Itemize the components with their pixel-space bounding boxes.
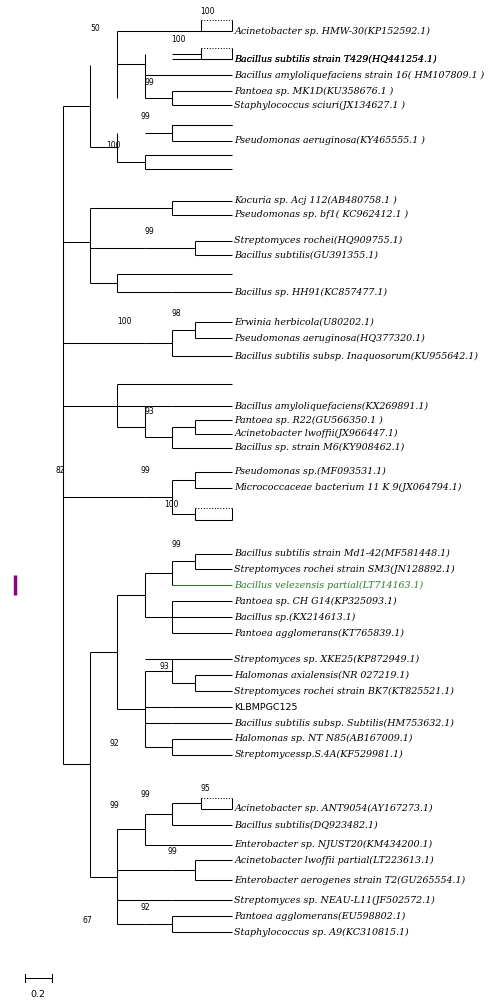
Text: 100: 100 bbox=[105, 141, 120, 150]
Text: Bacillus subtilis strain Md1-42(MF581448.1): Bacillus subtilis strain Md1-42(MF581448… bbox=[234, 549, 449, 558]
Text: Halomonas sp. NT N85(AB167009.1): Halomonas sp. NT N85(AB167009.1) bbox=[234, 734, 412, 743]
Text: Acinetobacter sp. ANT9054(AY167273.1): Acinetobacter sp. ANT9054(AY167273.1) bbox=[234, 804, 432, 813]
Text: 99: 99 bbox=[167, 847, 177, 856]
Text: 67: 67 bbox=[82, 916, 92, 925]
Text: Streptomyces sp. XKE25(KP872949.1): Streptomyces sp. XKE25(KP872949.1) bbox=[234, 655, 419, 664]
Text: Pseudomonas sp. bf1( KC962412.1 ): Pseudomonas sp. bf1( KC962412.1 ) bbox=[234, 210, 407, 219]
Text: Halomonas axialensis(NR 027219.1): Halomonas axialensis(NR 027219.1) bbox=[234, 671, 408, 680]
Text: 99: 99 bbox=[171, 540, 181, 549]
Text: 99: 99 bbox=[144, 227, 154, 236]
Text: Pantoea agglomerans(EU598802.1): Pantoea agglomerans(EU598802.1) bbox=[234, 912, 405, 921]
Text: Pantoea sp. R22(GU566350.1 ): Pantoea sp. R22(GU566350.1 ) bbox=[234, 415, 382, 425]
Text: Bacillus amyloliquefaciens(KX269891.1): Bacillus amyloliquefaciens(KX269891.1) bbox=[234, 401, 427, 411]
Text: Bacillus velezensis partial(LT714163.1): Bacillus velezensis partial(LT714163.1) bbox=[234, 581, 423, 590]
Text: Acinetobacter sp. HMW-30(KP152592.1): Acinetobacter sp. HMW-30(KP152592.1) bbox=[234, 27, 429, 36]
Text: Bacillus sp. HH91(KC857477.1): Bacillus sp. HH91(KC857477.1) bbox=[234, 288, 386, 297]
Text: Acinetobacter lwoffii partial(LT223613.1): Acinetobacter lwoffii partial(LT223613.1… bbox=[234, 856, 433, 865]
Text: 99: 99 bbox=[141, 112, 150, 121]
Text: 98: 98 bbox=[171, 309, 181, 318]
Text: KLBMPGC125: KLBMPGC125 bbox=[234, 703, 297, 712]
Text: Staphylococcus sp. A9(KC310815.1): Staphylococcus sp. A9(KC310815.1) bbox=[234, 928, 408, 937]
Text: 100: 100 bbox=[117, 317, 132, 326]
Text: 93: 93 bbox=[160, 662, 169, 671]
Text: Pseudomonas aeruginosa(HQ377320.1): Pseudomonas aeruginosa(HQ377320.1) bbox=[234, 334, 424, 343]
Text: Pantoea agglomerans(KT765839.1): Pantoea agglomerans(KT765839.1) bbox=[234, 629, 404, 638]
Text: Pseudomonas aeruginosa(KY465555.1 ): Pseudomonas aeruginosa(KY465555.1 ) bbox=[234, 136, 425, 145]
Text: 95: 95 bbox=[200, 784, 210, 793]
Text: Erwinia herbicola(U80202.1): Erwinia herbicola(U80202.1) bbox=[234, 318, 373, 327]
Text: 99: 99 bbox=[144, 78, 154, 87]
Text: 93: 93 bbox=[144, 407, 154, 416]
Text: Streptomyces rochei strain SM3(JN128892.1): Streptomyces rochei strain SM3(JN128892.… bbox=[234, 565, 454, 574]
Text: Bacillus subtilis(DQ923482.1): Bacillus subtilis(DQ923482.1) bbox=[234, 820, 377, 829]
Text: Micrococcaceae bacterium 11 K 9(JX064794.1): Micrococcaceae bacterium 11 K 9(JX064794… bbox=[234, 483, 461, 492]
Text: Bacillus subtilis subsp. Subtilis(HM753632.1): Bacillus subtilis subsp. Subtilis(HM7536… bbox=[234, 718, 453, 728]
Text: Bacillus subtilis strain T429(HQ441254.1): Bacillus subtilis strain T429(HQ441254.1… bbox=[234, 55, 436, 64]
Text: 99: 99 bbox=[141, 466, 150, 475]
Text: Bacillus subtilis subsp. Inaquosorum(KU955642.1): Bacillus subtilis subsp. Inaquosorum(KU9… bbox=[234, 352, 477, 361]
Text: 92: 92 bbox=[109, 739, 119, 748]
Text: Streptomyces rochei strain BK7(KT825521.1): Streptomyces rochei strain BK7(KT825521.… bbox=[234, 686, 453, 696]
Text: Streptomyces rochei(HQ909755.1): Streptomyces rochei(HQ909755.1) bbox=[234, 236, 402, 245]
Text: 0.2: 0.2 bbox=[31, 990, 45, 999]
Text: Bacillus amyloliquefaciens strain 16( HM107809.1 ): Bacillus amyloliquefaciens strain 16( HM… bbox=[234, 71, 484, 80]
Text: 99: 99 bbox=[109, 801, 119, 810]
Text: Streptomyces sp. NEAU-L11(JF502572.1): Streptomyces sp. NEAU-L11(JF502572.1) bbox=[234, 896, 434, 905]
Text: 100: 100 bbox=[200, 7, 215, 16]
Text: 100: 100 bbox=[163, 500, 178, 509]
Text: Acinetobacter lwoffii(JX966447.1): Acinetobacter lwoffii(JX966447.1) bbox=[234, 429, 397, 438]
Text: Pantoea sp. CH G14(KP325093.1): Pantoea sp. CH G14(KP325093.1) bbox=[234, 597, 396, 606]
Text: 99: 99 bbox=[141, 790, 150, 799]
Text: Kocuria sp. Acj 112(AB480758.1 ): Kocuria sp. Acj 112(AB480758.1 ) bbox=[234, 196, 396, 205]
Text: 82: 82 bbox=[56, 466, 65, 475]
Text: Streptomycessp.S.4A(KF529981.1): Streptomycessp.S.4A(KF529981.1) bbox=[234, 750, 402, 759]
Text: Bacillus sp. strain M6(KY908462.1): Bacillus sp. strain M6(KY908462.1) bbox=[234, 443, 404, 452]
Text: Pantoea sp. MK1D(KU358676.1 ): Pantoea sp. MK1D(KU358676.1 ) bbox=[234, 87, 393, 96]
Text: 92: 92 bbox=[141, 903, 150, 912]
Text: Enterobacter aerogenes strain T2(GU265554.1): Enterobacter aerogenes strain T2(GU26555… bbox=[234, 876, 465, 885]
Text: 100: 100 bbox=[171, 35, 186, 44]
Text: Pseudomonas sp.(MF093531.1): Pseudomonas sp.(MF093531.1) bbox=[234, 467, 386, 476]
Text: Bacillus subtilis strain T429(HQ441254.1): Bacillus subtilis strain T429(HQ441254.1… bbox=[234, 55, 436, 64]
Text: Enterobacter sp. NJUST20(KM434200.1): Enterobacter sp. NJUST20(KM434200.1) bbox=[234, 840, 431, 849]
Text: Bacillus sp.(KX214613.1): Bacillus sp.(KX214613.1) bbox=[234, 613, 355, 622]
Text: Staphylococcus sciuri(JX134627.1 ): Staphylococcus sciuri(JX134627.1 ) bbox=[234, 100, 405, 110]
Text: Bacillus subtilis(GU391355.1): Bacillus subtilis(GU391355.1) bbox=[234, 250, 378, 259]
Text: 50: 50 bbox=[90, 24, 100, 33]
